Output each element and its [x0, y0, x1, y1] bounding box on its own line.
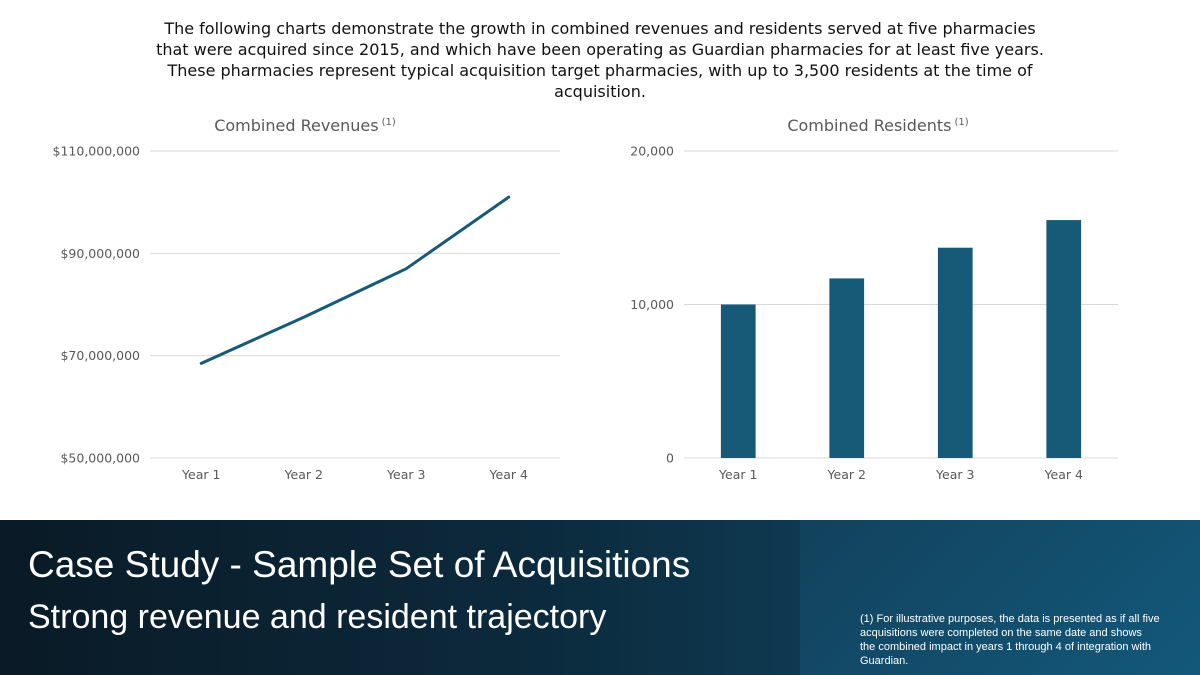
chart-title: Combined Revenues (1): [214, 116, 396, 135]
x-tick-label: Year 1: [181, 467, 220, 482]
y-tick-label: $110,000,000: [53, 144, 141, 159]
slide-subtitle: Strong revenue and resident trajectory: [28, 598, 607, 636]
chart-title-text: Combined Revenues: [214, 116, 378, 135]
bar: [720, 304, 756, 458]
intro-text: The following charts demonstrate the gro…: [156, 19, 1044, 101]
chart-title-superscript: (1): [954, 117, 968, 128]
chart-title-text: Combined Residents: [787, 116, 951, 135]
x-tick-label: Year 3: [935, 467, 974, 482]
residents-chart: Combined Residents (1) 0 10,000 20,000 Year 1…: [630, 116, 1118, 482]
slide-title: Case Study - Sample Set of Acquisitions: [28, 544, 691, 585]
chart-title: Combined Residents (1): [787, 116, 968, 135]
y-tick-label: 10,000: [630, 297, 674, 312]
x-tick-label: Year 1: [718, 467, 757, 482]
footnote: (1) For illustrative purposes, the data …: [860, 613, 1160, 667]
bar: [937, 247, 973, 458]
revenue-chart: Combined Revenues (1) $50,000,000 $70,000,0…: [53, 116, 560, 482]
x-tick-label: Year 2: [827, 467, 866, 482]
y-tick-label: $90,000,000: [60, 246, 140, 261]
revenue-line: [199, 195, 511, 365]
bar: [1046, 220, 1082, 458]
chart-title-superscript: (1): [382, 117, 396, 128]
footer-panel: [800, 520, 1200, 675]
y-tick-label: $50,000,000: [60, 451, 140, 466]
x-tick-label: Year 4: [489, 467, 528, 482]
x-tick-label: Year 2: [284, 467, 323, 482]
x-tick-label: Year 4: [1044, 467, 1083, 482]
y-tick-label: 20,000: [630, 144, 674, 159]
y-tick-label: 0: [666, 451, 674, 466]
footer-banner: Case Study - Sample Set of Acquisitions …: [0, 520, 1200, 675]
bar: [829, 278, 865, 458]
x-tick-label: Year 3: [386, 467, 425, 482]
y-tick-label: $70,000,000: [60, 348, 140, 363]
